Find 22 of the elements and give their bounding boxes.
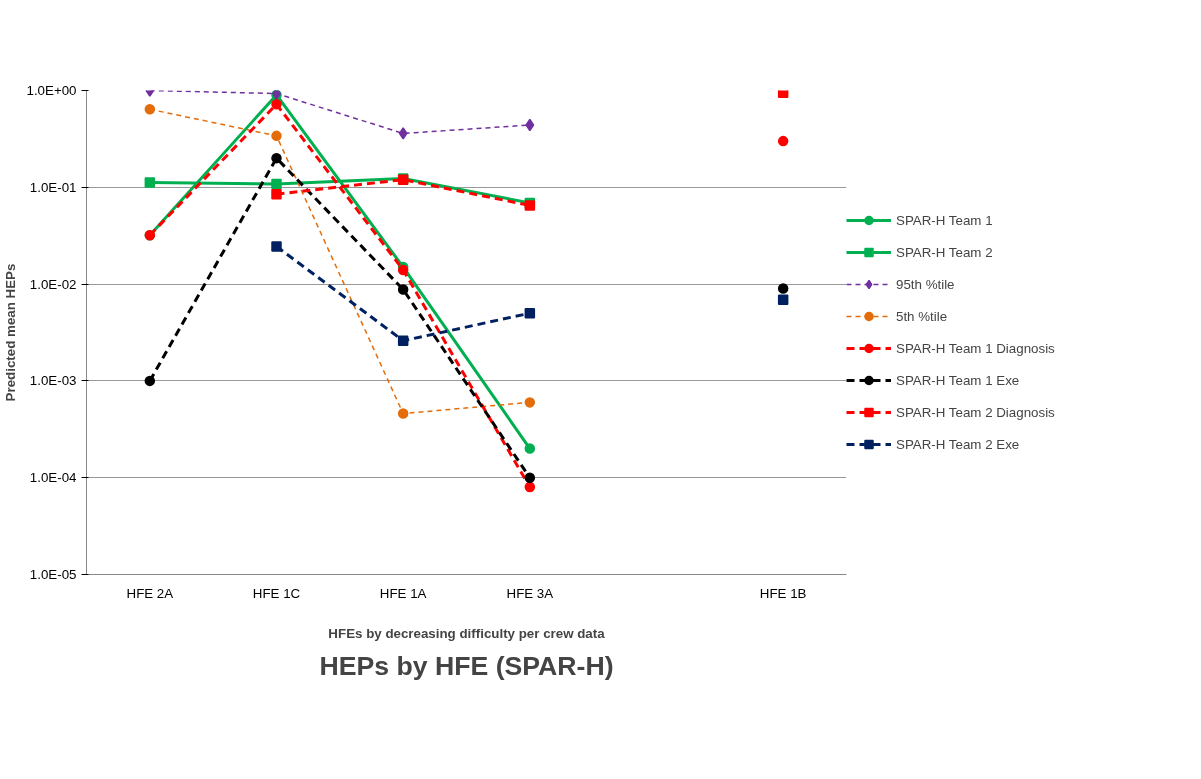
y-tick-label: 1.0E+00	[26, 83, 77, 98]
y-axis-title: Predicted mean HEPs	[3, 263, 19, 402]
legend-label: SPAR-H Team 1	[896, 212, 993, 228]
x-tick-label: HFE 1C	[252, 585, 301, 601]
legend-label: SPAR-H Team 1 Diagnosis	[896, 340, 1055, 356]
legend-label: 5th %tile	[896, 308, 948, 324]
x-tick-label: HFE 1B	[759, 585, 807, 601]
y-tick-label: 1.0E-02	[29, 276, 77, 292]
x-tick-label: HFE 1A	[379, 585, 427, 601]
x-tick-label: HFE 2A	[126, 585, 174, 601]
y-tick-label: 1.0E-05	[29, 567, 77, 582]
legend-label: SPAR-H Team 2	[896, 244, 993, 260]
text: HEPs by HFE (SPAR-H)	[319, 650, 614, 681]
legend-label: 95th %tile	[896, 276, 955, 292]
y-tick-label: 1.0E-04	[29, 470, 78, 486]
legend-label: SPAR-H Team 2 Exe	[896, 436, 1020, 452]
legend-label: SPAR-H Team 2 Diagnosis	[896, 404, 1055, 420]
y-tick-label: 1.0E-01	[29, 179, 77, 195]
y-tick-label: 1.0E-03	[29, 373, 77, 389]
x-tick-label: HFE 3A	[506, 585, 554, 601]
legend-label: SPAR-H Team 1 Exe	[896, 372, 1020, 388]
x-axis-title: HFEs by decreasing difficulty per crew data	[328, 625, 606, 641]
